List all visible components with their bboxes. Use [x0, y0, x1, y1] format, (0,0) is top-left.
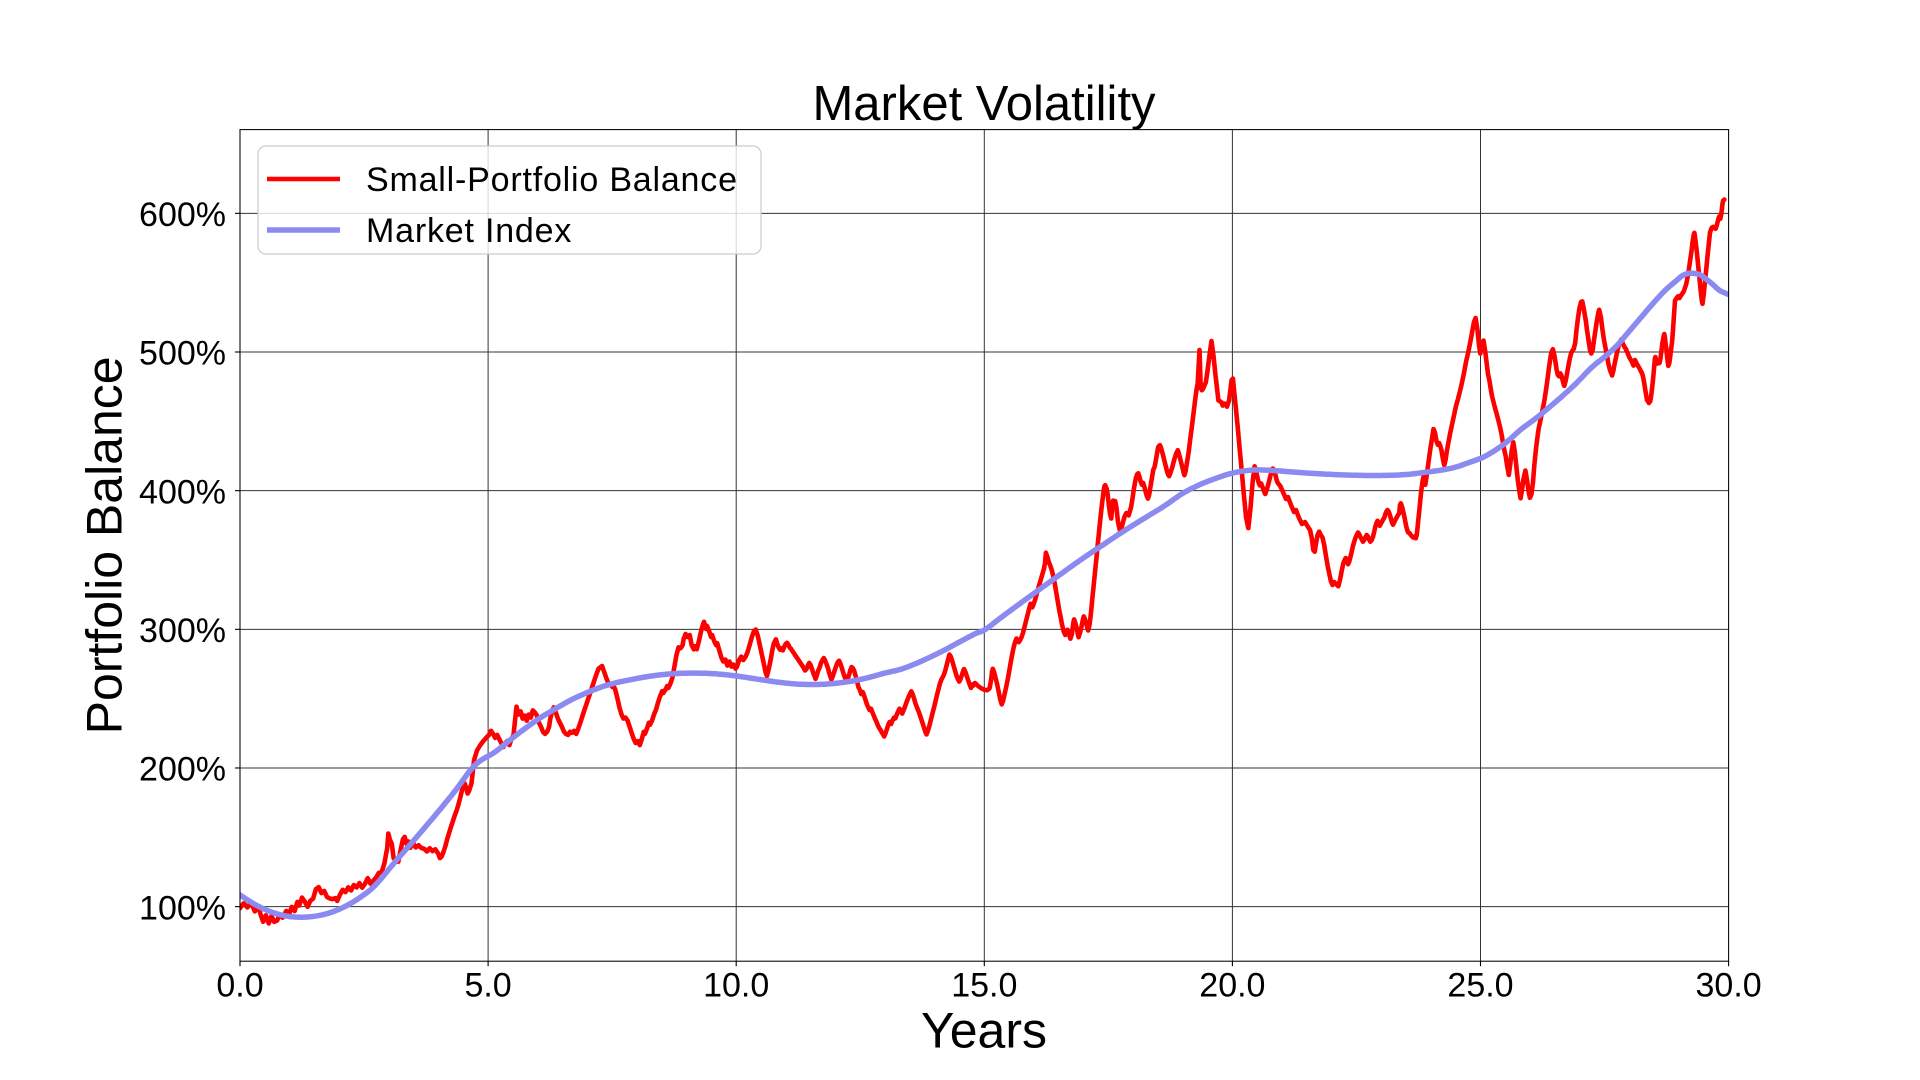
svg-text:Market Volatility: Market Volatility [812, 77, 1156, 131]
svg-text:25.0: 25.0 [1447, 967, 1513, 1005]
svg-text:15.0: 15.0 [951, 967, 1017, 1005]
svg-text:Portfolio Balance: Portfolio Balance [77, 356, 133, 734]
svg-text:600%: 600% [139, 196, 226, 234]
svg-text:10.0: 10.0 [703, 967, 769, 1005]
svg-text:100%: 100% [139, 889, 226, 927]
svg-text:5.0: 5.0 [464, 967, 511, 1005]
svg-text:Small-Portfolio Balance: Small-Portfolio Balance [366, 161, 738, 199]
svg-text:400%: 400% [139, 473, 226, 511]
svg-text:0.0: 0.0 [216, 967, 263, 1005]
svg-text:Market Index: Market Index [366, 212, 572, 250]
svg-text:500%: 500% [139, 335, 226, 373]
svg-text:Years: Years [921, 1003, 1047, 1059]
svg-text:300%: 300% [139, 612, 226, 650]
svg-text:200%: 200% [139, 751, 226, 789]
svg-text:30.0: 30.0 [1696, 967, 1762, 1005]
svg-text:20.0: 20.0 [1199, 967, 1265, 1005]
